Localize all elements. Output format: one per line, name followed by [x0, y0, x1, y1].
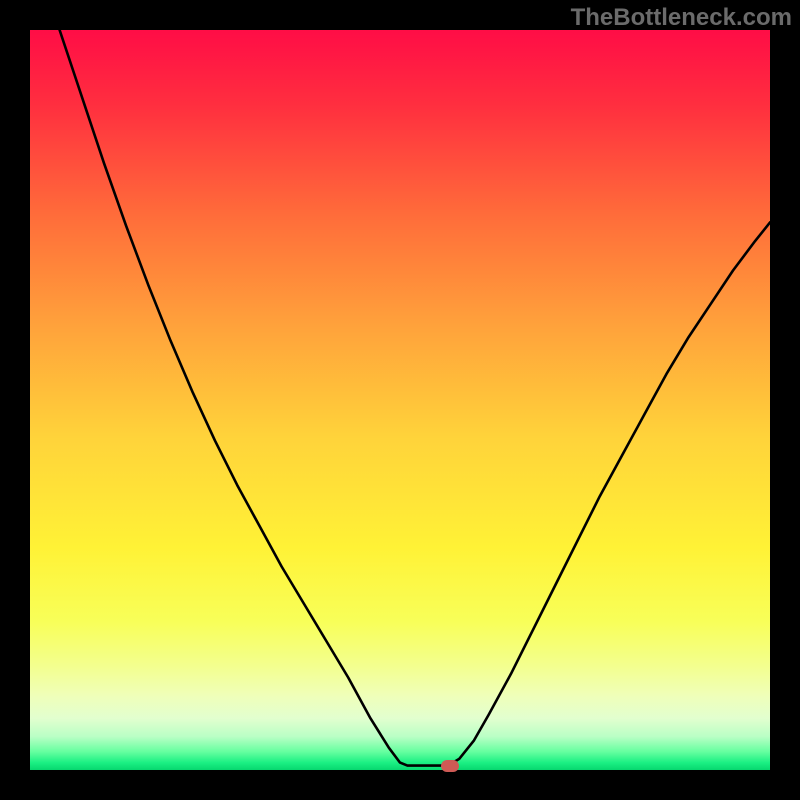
curve-layer	[30, 30, 770, 770]
plot-area	[30, 30, 770, 770]
chart-canvas: TheBottleneck.com	[0, 0, 800, 800]
watermark-text: TheBottleneck.com	[571, 4, 792, 32]
bottleneck-curve	[60, 30, 770, 766]
optimal-point-marker	[441, 760, 459, 772]
